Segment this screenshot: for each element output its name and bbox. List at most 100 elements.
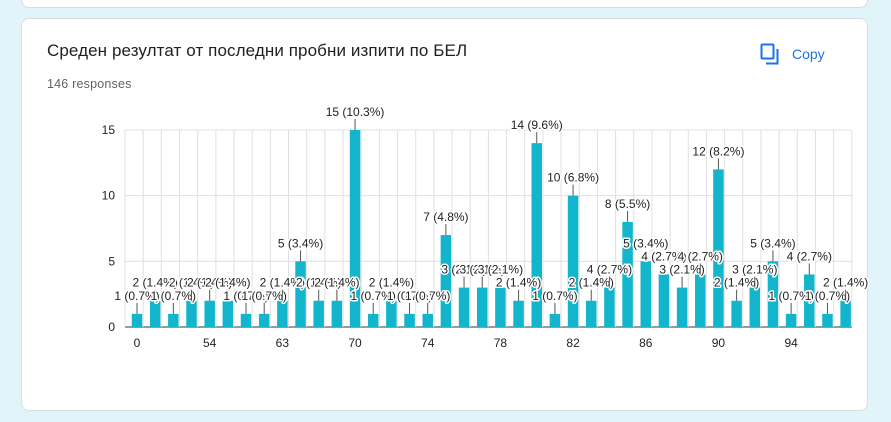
data-label-halo: 2 (1.4%) xyxy=(296,276,341,290)
bar xyxy=(513,300,524,327)
bar xyxy=(840,300,851,327)
copy-chart-button[interactable]: Copy xyxy=(760,39,840,69)
chart-bars xyxy=(131,130,851,327)
bar xyxy=(676,287,688,327)
y-tick-label: 15 xyxy=(102,123,116,137)
y-tick-label: 10 xyxy=(102,189,116,203)
data-label: 2 (1.4%) xyxy=(569,276,614,290)
x-tick-label: 90 xyxy=(712,336,726,350)
data-label-halo: 1 (0.7%) xyxy=(242,289,287,303)
data-label: 1 (0.7%) xyxy=(532,289,577,303)
x-tick-label: 78 xyxy=(494,336,508,350)
bar xyxy=(386,300,397,327)
data-label: 8 (5.5%) xyxy=(605,197,650,211)
data-label: 10 (6.8%) xyxy=(547,171,599,185)
bar xyxy=(495,287,506,327)
bar xyxy=(586,300,597,327)
bar xyxy=(713,169,724,327)
x-tick-label: 86 xyxy=(639,336,653,350)
data-label: 4 (2.7%) xyxy=(678,249,723,263)
data-label-halo: 4 (2.7%) xyxy=(678,249,723,263)
data-label: 3 (2.1%) xyxy=(441,263,486,277)
data-label-halo: 1 (0.7%) xyxy=(151,289,196,303)
bar xyxy=(222,300,234,327)
bar xyxy=(640,261,652,327)
data-label-halo: 10 (6.8%) xyxy=(547,171,599,185)
bar xyxy=(349,130,361,327)
data-label: 5 (3.4%) xyxy=(278,236,323,250)
bar xyxy=(277,300,288,327)
data-label-halo: 1 (0.7%) xyxy=(768,289,813,303)
data-label-halo: 4 (2.7%) xyxy=(641,249,686,263)
data-label: 1 (0.7%) xyxy=(223,289,268,303)
data-label: 2 (1.4%) xyxy=(369,276,414,290)
data-label: 1 (0.7%) xyxy=(405,289,450,303)
data-label-halo: 3 (2.1%) xyxy=(460,263,505,277)
data-label: 2 (1.4%) xyxy=(132,276,177,290)
data-label-halo: 1 (0.7%) xyxy=(387,289,432,303)
data-label-halo: 5 (3.4%) xyxy=(623,236,668,250)
bar xyxy=(622,221,633,327)
data-label-halo: 4 (2.7%) xyxy=(587,263,632,277)
data-label-halo: 14 (9.6%) xyxy=(511,118,563,132)
data-label: 2 (1.4%) xyxy=(296,276,341,290)
bar xyxy=(186,300,197,327)
bar xyxy=(822,313,833,327)
data-label: 1 (0.7%) xyxy=(114,289,159,303)
data-label: 2 (1.4%) xyxy=(314,276,359,290)
bar xyxy=(458,287,470,327)
data-label-halo: 2 (1.4%) xyxy=(314,276,359,290)
bar xyxy=(204,300,215,327)
y-tick-label: 0 xyxy=(108,320,115,334)
x-tick-label: 70 xyxy=(348,336,362,350)
bar xyxy=(422,313,433,327)
bar xyxy=(549,313,561,327)
data-label-halo: 7 (4.8%) xyxy=(423,210,468,224)
data-label: 3 (2.1%) xyxy=(460,263,505,277)
chart-data-labels: 1 (0.7%)1 (0.7%)2 (1.4%)2 (1.4%)1 (0.7%)… xyxy=(113,104,870,314)
data-label: 2 (1.4%) xyxy=(823,276,868,290)
data-label: 12 (8.2%) xyxy=(692,144,744,158)
data-label: 2 (1.4%) xyxy=(496,276,541,290)
x-tick-label: 54 xyxy=(203,336,217,350)
data-label-halo: 1 (0.7%) xyxy=(114,289,159,303)
data-label-halo: 3 (2.1%) xyxy=(659,263,704,277)
y-tick-label: 5 xyxy=(108,254,115,268)
data-label: 4 (2.7%) xyxy=(641,249,686,263)
data-label: 14 (9.6%) xyxy=(511,118,563,132)
data-label-halo: 3 (2.1%) xyxy=(441,263,486,277)
data-label-halo: 2 (1.4%) xyxy=(714,276,759,290)
chart-axes: 0 5 10 15 0 54 63 70 74 78 82 86 90 94 xyxy=(102,123,798,350)
data-label: 1 (0.7%) xyxy=(151,289,196,303)
data-label: 2 (1.4%) xyxy=(714,276,759,290)
bar xyxy=(149,300,161,327)
bar xyxy=(404,313,415,327)
x-tick-label: 94 xyxy=(784,336,798,350)
data-label: 4 (2.7%) xyxy=(587,263,632,277)
data-label-halo: 5 (3.4%) xyxy=(750,236,795,250)
data-label-halo: 1 (0.7%) xyxy=(223,289,268,303)
data-label: 2 (1.4%) xyxy=(187,276,232,290)
bar xyxy=(567,195,579,327)
data-label-halo: 3 (2.1%) xyxy=(478,263,523,277)
bar xyxy=(658,274,670,327)
data-label: 3 (2.1%) xyxy=(732,263,777,277)
bar xyxy=(695,274,706,327)
data-label: 1 (0.7%) xyxy=(351,289,396,303)
bar xyxy=(804,274,815,327)
data-label-halo: 2 (1.4%) xyxy=(187,276,232,290)
data-label: 2 (1.4%) xyxy=(260,276,305,290)
bar xyxy=(295,261,306,327)
bar xyxy=(785,313,797,327)
copy-button-label: Copy xyxy=(792,46,825,62)
bar xyxy=(240,313,252,327)
data-label-halo: 2 (1.4%) xyxy=(569,276,614,290)
data-label: 15 (10.3%) xyxy=(326,105,385,119)
data-label-halo: 1 (0.7%) xyxy=(532,289,577,303)
data-label: 1 (0.7%) xyxy=(242,289,287,303)
data-label: 1 (0.7%) xyxy=(387,289,432,303)
x-tick-label: 74 xyxy=(421,336,435,350)
bar xyxy=(168,313,179,327)
data-label: 2 (1.4%) xyxy=(205,276,250,290)
